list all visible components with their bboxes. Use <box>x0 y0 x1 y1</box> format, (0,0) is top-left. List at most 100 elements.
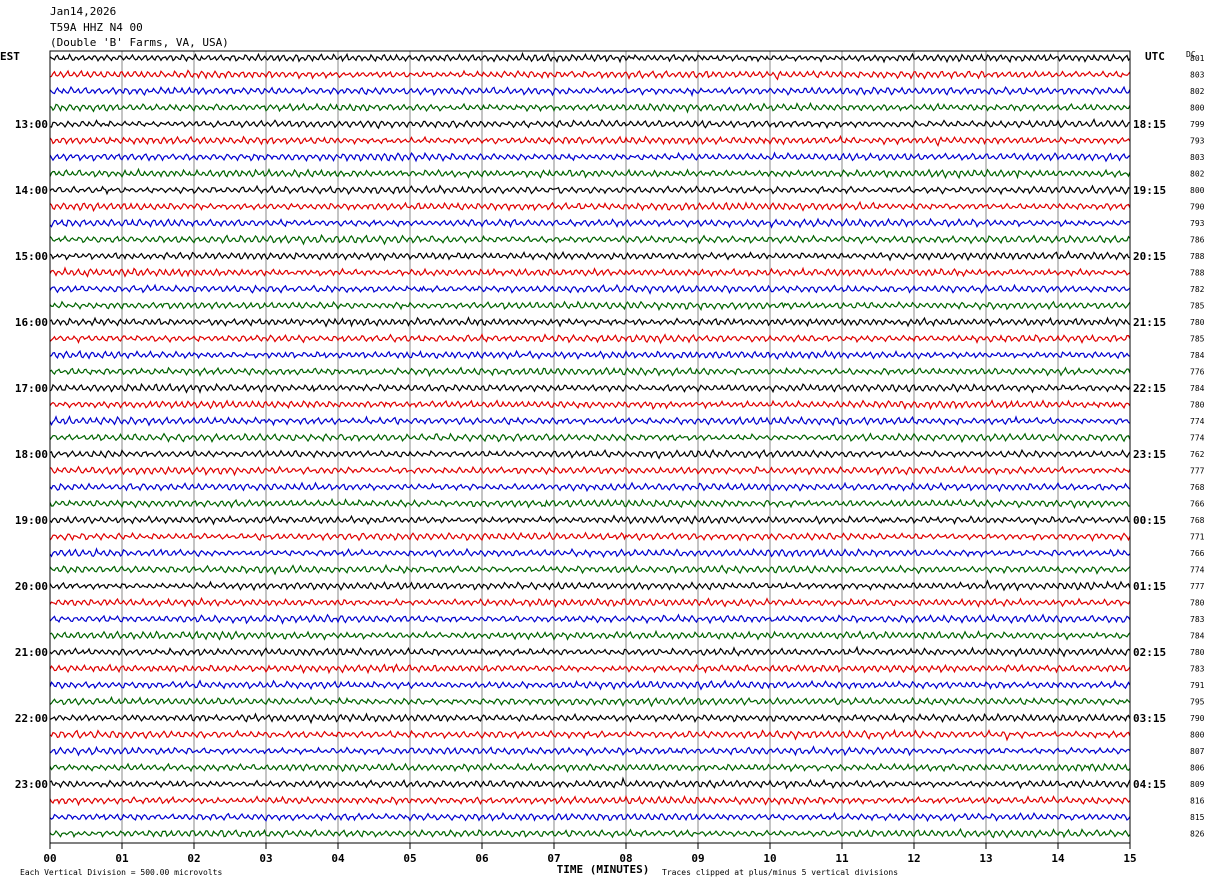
dc-value-label: 782 <box>1190 285 1205 294</box>
dc-value-label: 809 <box>1190 780 1205 789</box>
dc-value-label: 785 <box>1190 335 1205 344</box>
dc-value-label: 784 <box>1190 384 1205 393</box>
seismic-trace <box>49 448 1131 460</box>
dc-value-label: 826 <box>1190 830 1205 839</box>
station-code: T59A HHZ N4 00 <box>50 20 143 34</box>
dc-value-label: 803 <box>1190 71 1205 80</box>
utc-axis-label: UTC <box>1145 50 1165 63</box>
seismic-trace <box>49 712 1131 725</box>
axis-labels: 801 803 802 800 799 793 803 802 800 790 793 786 788 7… <box>0 50 1205 877</box>
dc-value-label: 800 <box>1190 104 1205 113</box>
x-tick-label: 02 <box>187 852 200 865</box>
seismic-trace <box>49 266 1131 278</box>
seismic-trace <box>49 85 1131 98</box>
seismic-trace <box>49 465 1131 477</box>
dc-value-label: 766 <box>1190 549 1205 558</box>
dc-value-label: 793 <box>1190 219 1205 228</box>
x-tick-label: 13 <box>979 852 992 865</box>
seismic-trace <box>49 827 1131 839</box>
dc-value-label: 777 <box>1190 467 1205 476</box>
dc-value-label: 780 <box>1190 648 1205 657</box>
dc-value-label: 800 <box>1190 731 1205 740</box>
x-tick-label: 11 <box>835 852 849 865</box>
seismic-trace <box>49 167 1131 180</box>
dc-value-label: 807 <box>1190 747 1205 756</box>
seismic-trace <box>49 745 1131 757</box>
est-hour-label: 14:00 <box>15 184 48 197</box>
dc-value-label: 802 <box>1190 170 1205 179</box>
dc-value-label: 799 <box>1190 120 1205 129</box>
x-tick-label: 06 <box>475 852 489 865</box>
plot-frame <box>49 50 1131 844</box>
est-hour-label: 13:00 <box>15 118 48 131</box>
seismic-trace <box>49 366 1131 378</box>
clipping-note: Traces clipped at plus/minus 5 vertical … <box>662 868 898 877</box>
utc-hour-label: 02:15 <box>1133 646 1166 659</box>
dc-value-label: 766 <box>1190 500 1205 509</box>
dc-value-label: 803 <box>1190 153 1205 162</box>
seismic-trace <box>49 333 1131 345</box>
est-hour-label: 21:00 <box>15 646 48 659</box>
seismic-trace <box>49 200 1131 213</box>
seismic-trace <box>49 382 1131 394</box>
x-tick-label: 12 <box>907 852 920 865</box>
x-tick-label: 09 <box>691 852 704 865</box>
station-location: (Double 'B' Farms, VA, USA) <box>50 36 229 49</box>
x-tick-label: 07 <box>547 852 560 865</box>
x-tick-label: 00 <box>43 852 56 865</box>
seismic-trace <box>49 645 1131 658</box>
dc-value-label: 784 <box>1190 351 1205 360</box>
dc-value-label: 768 <box>1190 483 1205 492</box>
seismic-trace <box>49 51 1131 64</box>
dc-value-label: 802 <box>1190 87 1205 96</box>
seismic-trace <box>49 514 1131 526</box>
dc-value-label: 780 <box>1190 401 1205 410</box>
seismic-trace <box>49 283 1131 295</box>
vertical-division-note: Each Vertical Division = 500.00 microvol… <box>20 868 222 877</box>
est-hour-label: 20:00 <box>15 580 48 593</box>
x-tick-label: 04 <box>331 852 345 865</box>
utc-hour-label: 18:15 <box>1133 118 1166 131</box>
seismic-trace <box>49 151 1131 163</box>
est-hour-label: 16:00 <box>15 316 48 329</box>
utc-hour-label: 01:15 <box>1133 580 1166 593</box>
utc-hour-label: 22:15 <box>1133 382 1166 395</box>
utc-hour-label: 23:15 <box>1133 448 1166 461</box>
seismic-trace <box>49 481 1131 493</box>
dc-value-label: 774 <box>1190 566 1205 575</box>
seismic-trace <box>49 349 1131 360</box>
x-tick-label: 05 <box>403 852 416 865</box>
x-axis-title: TIME (MINUTES) <box>557 863 650 876</box>
dc-value-label: 786 <box>1190 236 1205 245</box>
dc-value-label: 806 <box>1190 764 1205 773</box>
seismic-trace <box>49 184 1131 196</box>
seismic-trace <box>49 629 1131 641</box>
seismic-trace <box>49 794 1131 807</box>
dc-value-label: 771 <box>1190 533 1205 542</box>
dc-value-label: 816 <box>1190 797 1205 806</box>
dc-value-label: 768 <box>1190 516 1205 525</box>
plot-date: Jan14,2026 <box>50 5 117 18</box>
dc-value-label: 780 <box>1190 318 1205 327</box>
seismic-trace <box>49 69 1131 81</box>
seismic-trace <box>49 399 1131 411</box>
seismic-traces <box>49 51 1131 839</box>
seismic-trace <box>49 250 1131 262</box>
dc-column-label: DC <box>1186 50 1196 59</box>
seismic-trace <box>49 101 1131 114</box>
dc-value-label: 785 <box>1190 302 1205 311</box>
x-tick-label: 10 <box>763 852 776 865</box>
utc-hour-label: 00:15 <box>1133 514 1166 527</box>
seismic-trace <box>49 579 1131 592</box>
plot-header: Jan14,2026 T59A HHZ N4 00 (Double 'B' Fa… <box>50 4 229 51</box>
dc-value-label: 791 <box>1190 681 1205 690</box>
seismic-trace <box>49 762 1131 774</box>
seismic-trace <box>49 316 1131 328</box>
dc-value-label: 776 <box>1190 368 1205 377</box>
x-tick-label: 03 <box>259 852 272 865</box>
utc-hour-label: 20:15 <box>1133 250 1166 263</box>
dc-value-label: 793 <box>1190 137 1205 146</box>
est-hour-label: 23:00 <box>15 778 48 791</box>
est-hour-label: 22:00 <box>15 712 48 725</box>
seismic-trace <box>49 117 1131 130</box>
